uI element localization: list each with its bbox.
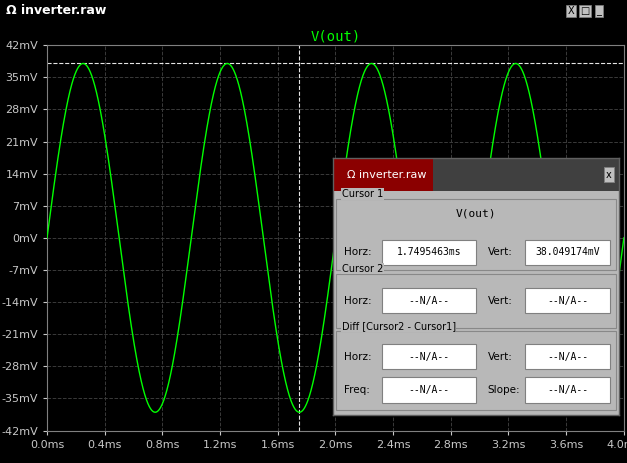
Text: Vert:: Vert: [487, 351, 512, 362]
Text: X: X [568, 6, 574, 16]
Text: _: _ [596, 6, 601, 16]
Bar [336, 332, 616, 410]
Bar [382, 344, 476, 369]
Text: --N/A--: --N/A-- [408, 351, 450, 362]
Text: Diff [Cursor2 - Cursor1]: Diff [Cursor2 - Cursor1] [342, 321, 456, 332]
Text: 38.049174mV: 38.049174mV [535, 247, 600, 257]
Text: Horz:: Horz: [344, 351, 372, 362]
Text: Ω inverter.raw: Ω inverter.raw [6, 5, 107, 18]
Text: V(out): V(out) [456, 209, 496, 219]
Bar [433, 158, 619, 191]
Bar [336, 199, 616, 270]
Text: Vert:: Vert: [487, 247, 512, 257]
Text: --N/A--: --N/A-- [408, 385, 450, 395]
Text: Slope:: Slope: [487, 385, 520, 395]
Title: V(out): V(out) [310, 30, 361, 44]
Bar [336, 274, 616, 328]
Text: Cursor 2: Cursor 2 [342, 263, 383, 274]
Text: x: x [606, 170, 612, 180]
Text: Vert:: Vert: [487, 296, 512, 306]
Bar [525, 344, 611, 369]
Bar [382, 377, 476, 403]
Text: Ω inverter.raw: Ω inverter.raw [347, 170, 427, 180]
Text: --N/A--: --N/A-- [547, 351, 588, 362]
Text: --N/A--: --N/A-- [408, 296, 450, 306]
Bar [333, 158, 433, 191]
Text: Horz:: Horz: [344, 296, 372, 306]
Bar [382, 288, 476, 313]
Text: --N/A--: --N/A-- [547, 385, 588, 395]
Text: Cursor 1: Cursor 1 [342, 189, 383, 199]
Text: □: □ [581, 6, 589, 16]
Text: Freq:: Freq: [344, 385, 371, 395]
Bar [382, 239, 476, 265]
Text: --N/A--: --N/A-- [547, 296, 588, 306]
Text: Horz:: Horz: [344, 247, 372, 257]
Bar [525, 288, 611, 313]
Bar [525, 239, 611, 265]
Bar [525, 377, 611, 403]
Text: 1.7495463ms: 1.7495463ms [396, 247, 461, 257]
